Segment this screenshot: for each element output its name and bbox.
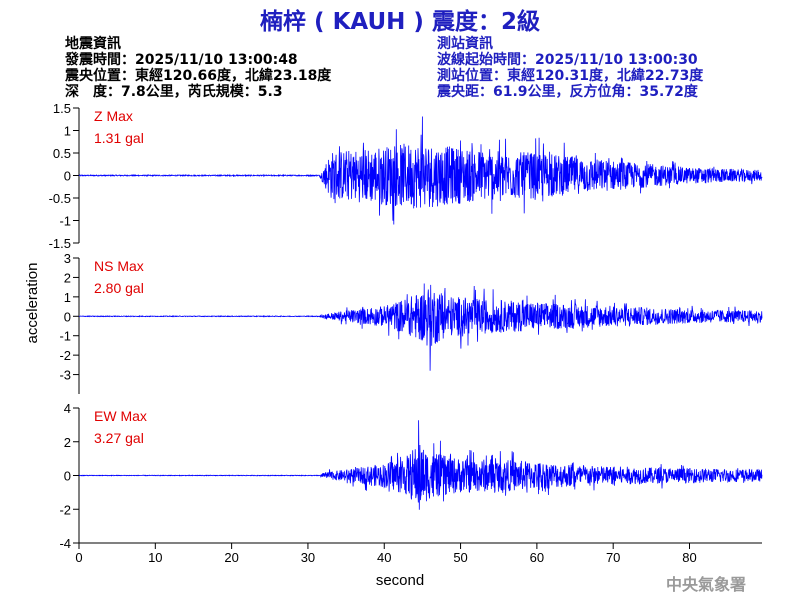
ns-y-tick-label: 2	[64, 270, 71, 285]
event-info: 地震資訊 發震時間：2025/11/10 13:00:48 震央位置：東經120…	[65, 36, 331, 100]
z-y-tick-label: 1	[64, 124, 71, 139]
depth-magnitude: 深 度：7.8公里，芮氏規模：5.3	[65, 84, 283, 100]
epicentral-distance: 震央距：61.9公里，反方位角：35.72度	[437, 84, 698, 100]
epicenter-location: 震央位置：東經120.66度，北緯23.18度	[65, 68, 332, 84]
ew-y-tick-label: 0	[64, 469, 71, 484]
z-y-tick-label: -0.5	[49, 191, 71, 206]
origin-time: 發震時間：2025/11/10 13:00:48	[65, 52, 298, 68]
station-info-heading: 測站資訊	[437, 36, 493, 52]
x-tick-label: 30	[301, 550, 315, 565]
chart-title: 楠梓 ( KAUH ) 震度：2級	[260, 9, 540, 35]
ew-y-tick-label: -4	[59, 536, 71, 551]
z-y-tick-label: 1.5	[53, 101, 71, 116]
station-location: 測站位置：東經120.31度，北緯22.73度	[437, 68, 704, 84]
x-tick-label: 80	[682, 550, 696, 565]
ew-max-value: 3.27 gal	[94, 430, 144, 446]
x-tick-label: 40	[377, 550, 391, 565]
ns-y-tick-label: 1	[64, 290, 71, 305]
event-info-heading: 地震資訊	[65, 36, 121, 52]
ns-max-label: NS Max	[94, 258, 144, 274]
z-y-tick-label: 0.5	[53, 146, 71, 161]
y-axis-title: acceleration	[24, 263, 41, 344]
agency-watermark: 中央氣象署	[665, 575, 746, 594]
ew-y-tick-label: -2	[59, 502, 71, 517]
z-max-label: Z Max	[94, 108, 133, 124]
x-tick-label: 0	[75, 550, 82, 565]
z-max-value: 1.31 gal	[94, 130, 144, 146]
x-axis-title: second	[376, 572, 424, 589]
x-tick-label: 10	[148, 550, 162, 565]
ns-y-tick-label: -2	[59, 348, 71, 363]
wave-start-time: 波線起始時間：2025/11/10 13:00:30	[437, 52, 698, 68]
x-tick-label: 20	[224, 550, 238, 565]
ns-y-tick-label: 3	[64, 251, 71, 266]
z-y-tick-label: -1.5	[49, 236, 71, 251]
x-tick-label: 50	[453, 550, 467, 565]
z-y-tick-label: 0	[64, 169, 71, 184]
ns-max-value: 2.80 gal	[94, 280, 144, 296]
ew-y-tick-label: 4	[64, 401, 71, 416]
ew-y-tick-label: 2	[64, 435, 71, 450]
ew-waveform-line	[78, 420, 763, 510]
ns-waveform-line	[78, 283, 763, 371]
ns-y-tick-label: -3	[59, 368, 71, 383]
x-tick-label: 70	[606, 550, 620, 565]
ew-max-label: EW Max	[94, 408, 147, 424]
ns-y-tick-label: -1	[59, 329, 71, 344]
z-y-tick-label: -1	[59, 214, 71, 229]
ns-y-tick-label: 0	[64, 309, 71, 324]
x-tick-label: 60	[530, 550, 544, 565]
z-waveform-line	[78, 116, 763, 225]
station-info: 測站資訊 波線起始時間：2025/11/10 13:00:30 測站位置：東經1…	[437, 36, 703, 100]
